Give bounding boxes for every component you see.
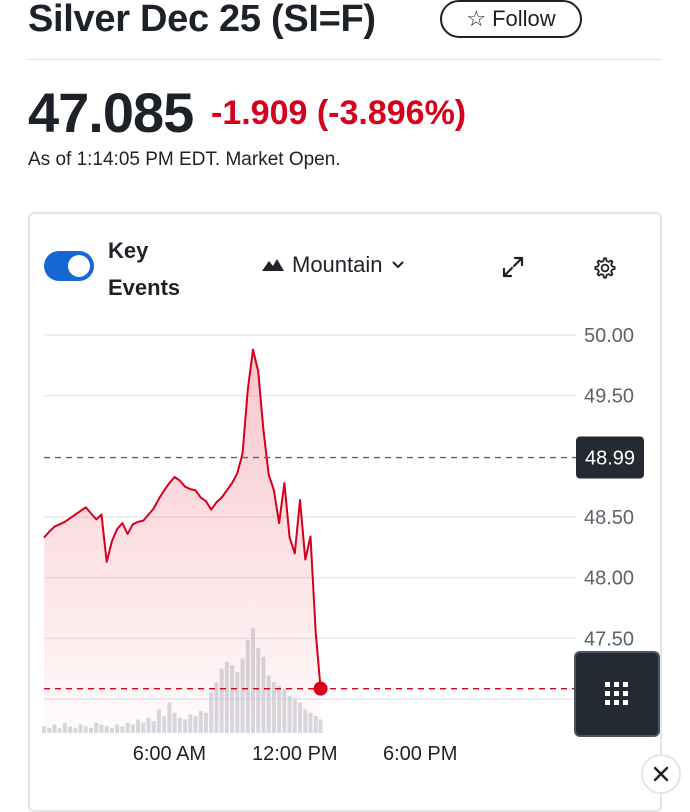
key-events-toggle[interactable] bbox=[44, 251, 94, 281]
chevron-down-icon bbox=[391, 261, 404, 269]
x-tick-label: 6:00 PM bbox=[383, 743, 457, 765]
mountain-icon bbox=[262, 259, 284, 271]
close-button[interactable] bbox=[641, 754, 681, 794]
expand-button[interactable] bbox=[498, 252, 528, 282]
chart-type-label: Mountain bbox=[292, 252, 383, 277]
follow-button[interactable]: ☆ Follow bbox=[440, 0, 582, 38]
x-tick-label: 12:00 PM bbox=[252, 743, 338, 765]
expand-icon bbox=[502, 256, 524, 278]
price-area-fill bbox=[44, 349, 321, 733]
y-tick-label: 48.00 bbox=[584, 568, 634, 590]
key-events-label: Key Events bbox=[108, 238, 181, 300]
star-outline-icon: ☆ bbox=[466, 6, 487, 31]
current-price-dot bbox=[313, 681, 328, 696]
price-line bbox=[43, 348, 322, 689]
as-of-timestamp: As of 1:14:05 PM EDT. Market Open. bbox=[28, 149, 341, 170]
grid-menu-button[interactable] bbox=[574, 651, 660, 737]
current-price: 47.085 bbox=[28, 81, 194, 144]
header-divider bbox=[28, 59, 662, 60]
y-tick-label: 47.50 bbox=[584, 628, 634, 650]
previous-close-badge bbox=[576, 436, 644, 479]
gear-icon bbox=[594, 257, 616, 279]
close-icon bbox=[653, 766, 669, 782]
follow-label: Follow bbox=[492, 6, 556, 31]
price-change: -1.909 (-3.896%) bbox=[211, 94, 467, 132]
price-chart: 48.99 50.00 49.50 48.50 48.00 47.50 6:00 AM 12… bbox=[42, 325, 644, 765]
x-tick-label: 6:00 AM bbox=[133, 743, 206, 765]
previous-close-label: 48.99 bbox=[585, 448, 635, 470]
chart-type-dropdown[interactable]: Mountain bbox=[262, 252, 405, 278]
grid-dots-icon bbox=[605, 682, 628, 705]
settings-button[interactable] bbox=[589, 252, 621, 284]
page-title: Silver Dec 25 (SI=F) bbox=[28, 0, 376, 40]
toggle-knob bbox=[68, 255, 90, 277]
y-tick-label: 50.00 bbox=[584, 325, 634, 347]
y-tick-label: 49.50 bbox=[584, 386, 634, 408]
y-tick-label: 48.50 bbox=[584, 507, 634, 529]
